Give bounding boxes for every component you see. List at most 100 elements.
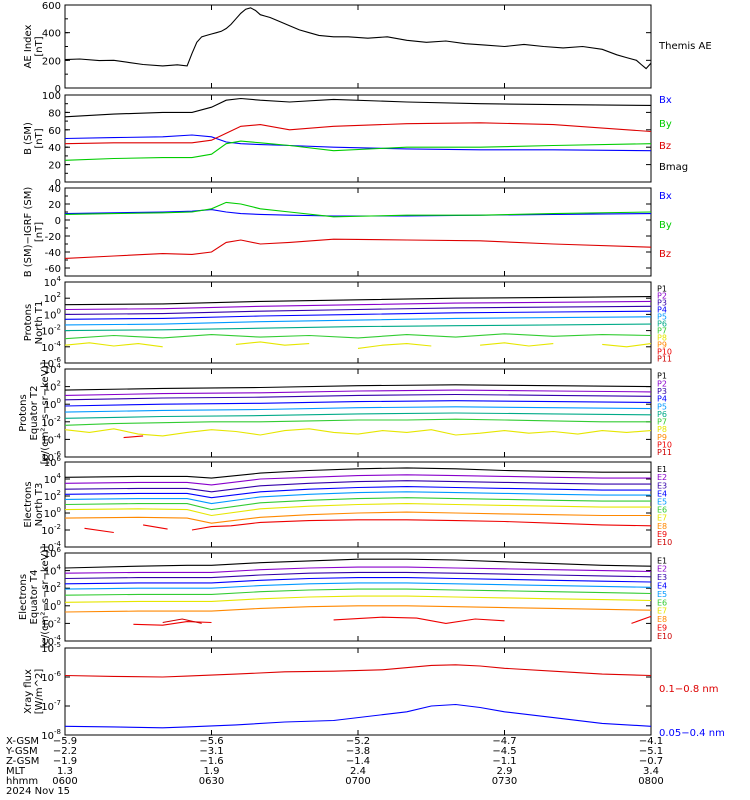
series-line-e10 <box>162 618 202 624</box>
legend-label: E8 <box>657 522 667 531</box>
y-tick-label: 20 <box>48 200 61 211</box>
y-axis-label: [p/(cm²−s−sr−keV)] <box>40 362 51 465</box>
y-tick-label: 40 <box>48 184 61 195</box>
ephemeris-value: 2.9 <box>497 766 513 777</box>
y-axis-label: Xray flux <box>23 669 34 714</box>
series-line-p8 <box>64 342 163 348</box>
legend-label: P2 <box>657 291 667 300</box>
series-line-e1 <box>64 558 652 569</box>
series-line-p4 <box>64 310 652 320</box>
ephemeris-value: −1.1 <box>492 756 516 767</box>
y-tick-label: 600 <box>42 1 61 12</box>
y-tick-label: 102 <box>44 380 61 394</box>
y-axis-label: [W/m^2] <box>34 669 45 715</box>
series-line-bz <box>64 238 652 259</box>
y-tick-label: -20 <box>45 232 61 243</box>
y-tick-label: 60 <box>48 126 61 137</box>
legend-label: E5 <box>657 590 667 599</box>
series-line-p6 <box>64 323 652 332</box>
series-line-p4 <box>64 400 652 407</box>
y-tick-label: -40 <box>45 248 61 259</box>
legend-label: P8 <box>657 333 667 342</box>
series-line-p1 <box>64 296 652 306</box>
series-line-p8 <box>480 342 554 347</box>
legend-label: 0.05−0.4 nm <box>659 728 725 739</box>
ephemeris-value: 2.4 <box>350 766 366 777</box>
ephemeris-value: −4.7 <box>492 736 516 747</box>
plot-frame <box>64 94 652 183</box>
y-tick-label: 80 <box>48 108 61 119</box>
ephemeris-value: −4.5 <box>492 746 516 757</box>
series-line-e9 <box>84 527 114 534</box>
y-tick-label: 106 <box>44 546 62 560</box>
panel-ae: 0 200 400 600 AE Index [nT] Themis AE <box>23 1 712 95</box>
legend-label: E7 <box>657 514 667 523</box>
ephemeris-value: −3.8 <box>346 746 370 757</box>
ephemeris-value: −5.1 <box>639 746 663 757</box>
legend-label: E2 <box>657 565 667 574</box>
legend-label: E10 <box>657 538 672 547</box>
y-tick-label: 10-6 <box>41 356 61 370</box>
y-tick-label: 10-6 <box>41 450 61 464</box>
y-tick-label: 10-2 <box>41 324 61 338</box>
legend-label: P7 <box>657 326 667 335</box>
ephemeris-row-label: Z-GSM <box>6 756 39 767</box>
series-line-themis-ae <box>64 7 652 70</box>
legend-label: P11 <box>657 448 672 457</box>
legend-label: By <box>659 220 672 231</box>
ephemeris-row-label: hhmm <box>6 776 38 787</box>
y-tick-label: 104 <box>44 362 62 376</box>
series-line-p1 <box>64 384 652 391</box>
legend-label: Bx <box>659 95 672 106</box>
y-tick-label: 10-6 <box>41 670 61 684</box>
y-axis-label: Equator T4 <box>29 570 40 625</box>
y-tick-label: 10-4 <box>41 540 61 554</box>
series-line-p3 <box>64 393 652 401</box>
legend-label: P8 <box>657 425 667 434</box>
legend-label: P7 <box>657 418 667 427</box>
ephemeris-value: 0800 <box>638 776 663 787</box>
series-line-e6 <box>64 588 652 596</box>
y-tick-label: 0 <box>55 216 61 227</box>
panel-xray: 10-8 10-7 10-6 10-5 Xray flux [W/m^2] 0.1−0.8 … <box>23 641 725 742</box>
ephemeris-row-label: X-GSM <box>6 736 39 747</box>
legend-label: P11 <box>657 354 672 363</box>
ephemeris-value: 3.4 <box>643 766 659 777</box>
series-line-e3 <box>64 480 651 493</box>
series-line-p6 <box>64 412 652 419</box>
y-axis-label: [nT] <box>34 222 45 242</box>
y-tick-label: 104 <box>44 275 62 289</box>
ephemeris-value: 1.3 <box>57 766 73 777</box>
y-tick-label: 10-2 <box>41 616 61 630</box>
y-tick-label: 100 <box>44 307 61 321</box>
plot-frame <box>64 187 652 277</box>
y-axis-label: [nT] <box>34 36 45 56</box>
series-line-e4 <box>64 577 652 585</box>
series-line-p8 <box>357 343 432 349</box>
y-axis-label: B (SM) <box>23 122 34 155</box>
legend-label: P5 <box>657 402 667 411</box>
series-line-e5 <box>64 582 652 590</box>
legend-label: E1 <box>657 556 667 565</box>
y-axis-label: Equator T2 <box>29 386 40 441</box>
y-tick-label: 100 <box>42 91 61 102</box>
legend-label: E8 <box>657 615 667 624</box>
series-line-p2 <box>64 300 652 311</box>
series-line-p8 <box>235 341 310 346</box>
y-tick-label: 100 <box>44 397 61 411</box>
y-tick-label: 10-4 <box>41 634 61 648</box>
legend-label: E9 <box>657 624 667 633</box>
y-tick-label: 10-5 <box>41 641 61 655</box>
series-line-0-05-0-4-nm <box>64 703 652 729</box>
ephemeris-value: 0700 <box>345 776 370 787</box>
ephemeris-value: 0630 <box>199 776 224 787</box>
series-line-by <box>64 201 652 218</box>
series-line-bmag <box>64 97 652 118</box>
ephemeris-value: 0600 <box>52 776 77 787</box>
series-line-e9 <box>133 621 212 626</box>
series-line-e9 <box>143 524 168 530</box>
legend-label: E4 <box>657 582 667 591</box>
series-line-e9 <box>333 616 505 624</box>
y-tick-label: 106 <box>44 455 62 469</box>
